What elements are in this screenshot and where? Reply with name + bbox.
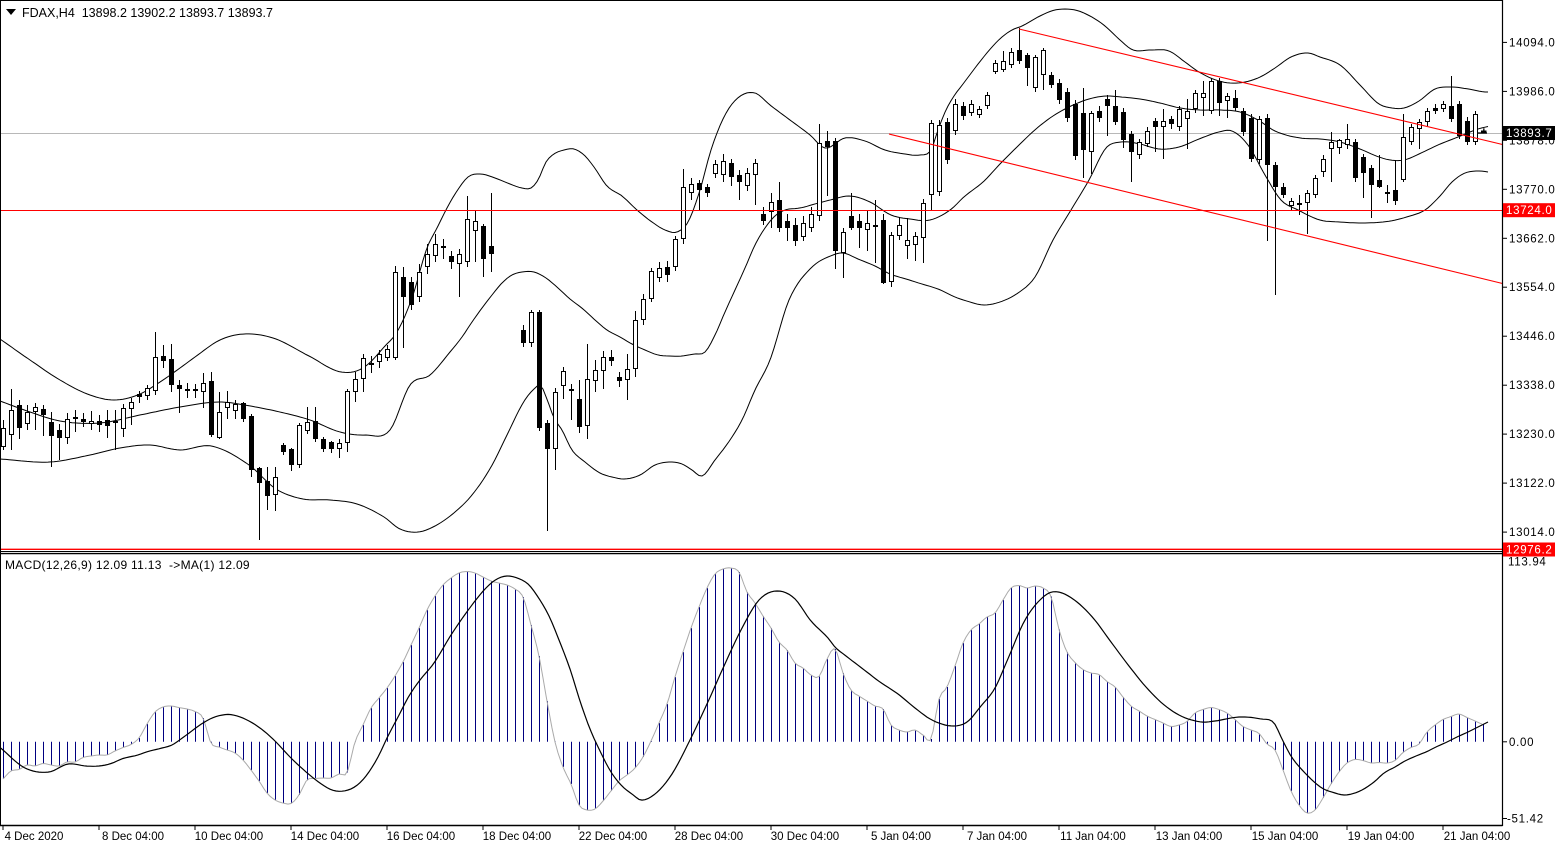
- svg-text:28 Dec 04:00: 28 Dec 04:00: [675, 831, 743, 843]
- svg-text:13338.0: 13338.0: [1509, 380, 1555, 392]
- svg-text:16 Dec 04:00: 16 Dec 04:00: [387, 831, 455, 843]
- svg-text:12976.2: 12976.2: [1506, 545, 1552, 557]
- svg-text:10 Dec 04:00: 10 Dec 04:00: [195, 831, 263, 843]
- svg-text:30 Dec 04:00: 30 Dec 04:00: [771, 831, 839, 843]
- svg-text:FDAX,H4 13898.2 13902.2 13893: FDAX,H4 13898.2 13902.2 13893.7 13893.7: [22, 6, 273, 20]
- svg-text:-51.42: -51.42: [1507, 814, 1544, 826]
- svg-text:14094.0: 14094.0: [1509, 37, 1555, 49]
- svg-text:5 Jan 04:00: 5 Jan 04:00: [871, 831, 931, 843]
- svg-text:7 Jan 04:00: 7 Jan 04:00: [967, 831, 1027, 843]
- svg-text:18 Dec 04:00: 18 Dec 04:00: [483, 831, 551, 843]
- svg-text:15 Jan 04:00: 15 Jan 04:00: [1252, 831, 1319, 843]
- svg-text:13122.0: 13122.0: [1509, 478, 1555, 490]
- svg-text:13230.0: 13230.0: [1509, 429, 1555, 441]
- svg-text:13554.0: 13554.0: [1509, 282, 1555, 294]
- svg-text:11 Jan 04:00: 11 Jan 04:00: [1060, 831, 1126, 843]
- svg-text:4 Dec 2020: 4 Dec 2020: [5, 831, 64, 843]
- svg-text:14 Dec 04:00: 14 Dec 04:00: [291, 831, 359, 843]
- svg-text:22 Dec 04:00: 22 Dec 04:00: [579, 831, 647, 843]
- svg-text:13893.7: 13893.7: [1506, 128, 1552, 140]
- svg-text:19 Jan 04:00: 19 Jan 04:00: [1348, 831, 1415, 843]
- svg-text:MACD(12,26,9) 12.09 11.13 ->M: MACD(12,26,9) 12.09 11.13 ->MA(1) 12.09: [5, 558, 250, 572]
- svg-text:13446.0: 13446.0: [1509, 331, 1555, 343]
- svg-text:21 Jan 04:00: 21 Jan 04:00: [1444, 831, 1511, 843]
- svg-text:13770.0: 13770.0: [1509, 184, 1555, 196]
- svg-text:13986.0: 13986.0: [1509, 86, 1555, 98]
- svg-text:13014.0: 13014.0: [1509, 527, 1555, 539]
- svg-text:0.00: 0.00: [1509, 737, 1534, 749]
- svg-text:8 Dec 04:00: 8 Dec 04:00: [102, 831, 164, 843]
- svg-text:13 Jan 04:00: 13 Jan 04:00: [1156, 831, 1223, 843]
- svg-text:13662.0: 13662.0: [1509, 233, 1555, 245]
- svg-text:113.94: 113.94: [1508, 557, 1547, 569]
- svg-text:13724.0: 13724.0: [1506, 205, 1552, 217]
